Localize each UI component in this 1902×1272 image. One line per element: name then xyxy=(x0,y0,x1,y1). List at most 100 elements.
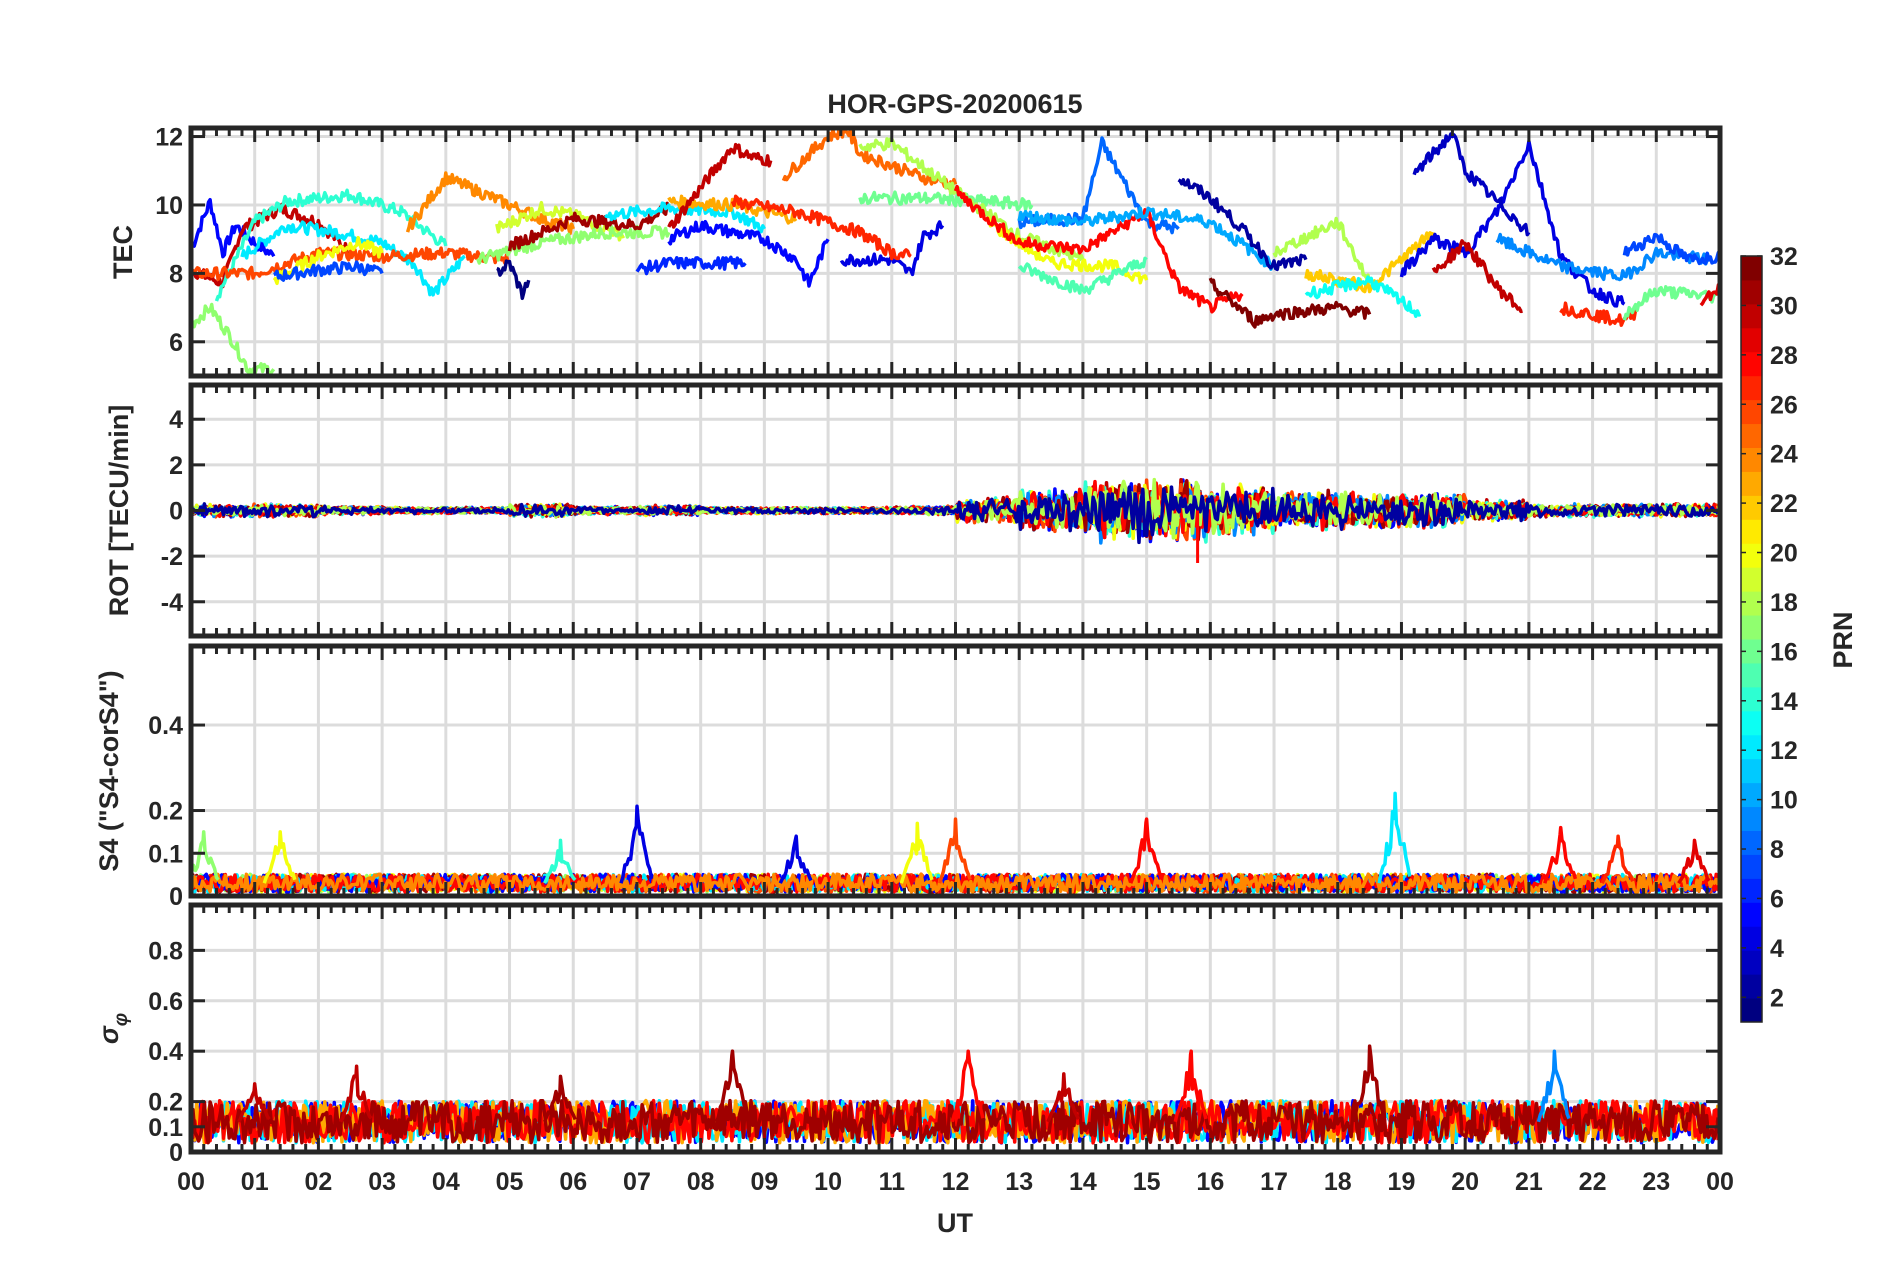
chart-title: HOR-GPS-20200615 xyxy=(827,89,1082,119)
series-group xyxy=(191,128,1720,376)
x-tick-label: 23 xyxy=(1642,1168,1670,1196)
sigma_phi-peak xyxy=(237,1082,271,1123)
colorbar-swatch xyxy=(1741,567,1762,592)
tec-series-prn-7 xyxy=(1622,232,1720,266)
y-tick-label: 10 xyxy=(155,192,183,220)
x-tick-label: 09 xyxy=(750,1168,778,1196)
x-tick-label: 00 xyxy=(1706,1168,1734,1196)
y-tick-label: 0 xyxy=(169,883,183,911)
x-tick-label: 04 xyxy=(432,1168,460,1196)
s4-peak xyxy=(543,838,577,884)
tec-series-prn-10 xyxy=(1017,206,1275,271)
x-tick-label: 15 xyxy=(1133,1168,1161,1196)
y-tick-label: 8 xyxy=(169,260,183,288)
tec-series-prn-15 xyxy=(1017,256,1148,295)
x-tick-label: 21 xyxy=(1515,1168,1543,1196)
colorbar-tick-label: 2 xyxy=(1770,984,1784,1012)
x-tick-label: 01 xyxy=(241,1168,269,1196)
colorbar-frame xyxy=(1740,255,1763,1023)
tec-series-prn-16 xyxy=(1622,285,1720,321)
colorbar-swatch xyxy=(1741,662,1762,688)
y-tick-label: 0 xyxy=(169,1139,183,1167)
x-tick-label: 07 xyxy=(623,1168,651,1196)
colorbar-swatch xyxy=(1741,256,1762,281)
colorbar-swatch xyxy=(1741,878,1762,903)
tec-series-prn-18 xyxy=(1272,216,1372,284)
y-tick-label: 0.6 xyxy=(148,988,183,1016)
y-axis-label: σφ xyxy=(94,1013,132,1044)
x-tick-label: 20 xyxy=(1451,1168,1479,1196)
colorbar-tick-label: 12 xyxy=(1770,737,1798,765)
colorbar-swatch xyxy=(1741,543,1762,568)
y-tick-label: 2 xyxy=(169,452,183,480)
colorbar-swatch xyxy=(1741,830,1762,855)
s4-peak xyxy=(1129,817,1163,884)
colorbar-tick-label: 18 xyxy=(1770,589,1798,617)
y-tick-label: 0.4 xyxy=(148,1038,183,1066)
y-tick-label: 0.8 xyxy=(148,937,183,965)
tec-series-prn-7 xyxy=(273,260,384,282)
y-tick-label: 0.2 xyxy=(148,1089,183,1117)
y-tick-label: 4 xyxy=(169,406,183,434)
tec-series-prn-17 xyxy=(191,302,276,376)
tec-series-prn-28 xyxy=(953,184,1244,314)
tec-series-prn-31 xyxy=(507,201,671,252)
tec-series-prn-22 xyxy=(1304,231,1435,294)
y-tick-label: 6 xyxy=(169,329,183,357)
tec-series-prn-12 xyxy=(240,220,466,297)
tec-series-prn-5 xyxy=(191,197,276,259)
colorbar-swatch xyxy=(1741,686,1762,712)
colorbar-swatch xyxy=(1741,758,1762,784)
colorbar-swatch xyxy=(1741,998,1762,1023)
colorbar-swatch xyxy=(1741,303,1762,329)
colorbar-tick-label: 8 xyxy=(1770,836,1784,864)
sigma_phi-peak xyxy=(1351,1044,1386,1123)
sigma_phi-peak xyxy=(1046,1072,1081,1123)
y-axis-label: ROT [TECU/min] xyxy=(104,405,134,616)
y-tick-label: 0 xyxy=(169,498,183,526)
colorbar-tick-label: 26 xyxy=(1770,391,1798,419)
sigma_phi-series-prn-31 xyxy=(191,1098,1720,1145)
series-group xyxy=(191,791,1720,894)
y-tick-label: 0.4 xyxy=(148,712,183,740)
colorbar-tick-label: 32 xyxy=(1770,243,1798,271)
tec-series-prn-2 xyxy=(1177,178,1308,272)
colorbar-swatch xyxy=(1741,351,1762,377)
sigma_phi-peak xyxy=(339,1064,373,1123)
y-axis-label: TEC xyxy=(108,225,138,279)
colorbar-swatch xyxy=(1741,902,1762,927)
tec-series-prn-30 xyxy=(667,142,773,229)
y-tick-label: 12 xyxy=(155,124,183,152)
tec-series-prn-27 xyxy=(730,194,912,261)
tec-series-prn-16 xyxy=(858,190,1034,212)
x-axis-label: UT xyxy=(937,1208,973,1238)
colorbar-swatch xyxy=(1741,471,1762,496)
sigma_phi-peak xyxy=(542,1074,577,1123)
panel-tec: 6 8 10 12 TEC xyxy=(108,124,1723,379)
s4-peak xyxy=(1600,834,1635,884)
s4-peak xyxy=(619,804,654,884)
tec-series-prn-1 xyxy=(496,259,531,301)
panel-s4: 0 0.1 0.2 0.4 xyxy=(148,643,1723,911)
x-tick-label: 00 xyxy=(177,1168,205,1196)
tec-series-prn-26 xyxy=(191,246,511,282)
colorbar-tick-label: 6 xyxy=(1770,885,1784,913)
s4-peak xyxy=(778,834,813,884)
series-group xyxy=(191,477,1720,563)
colorbar-swatch xyxy=(1741,950,1762,975)
s4-peak xyxy=(262,830,297,884)
colorbar-swatch xyxy=(1741,974,1762,999)
tec-series-prn-5 xyxy=(667,219,830,288)
colorbar-swatch xyxy=(1741,926,1762,951)
x-tick-label: 11 xyxy=(879,1168,906,1196)
colorbar-swatch xyxy=(1741,615,1762,640)
tec-series-prn-25 xyxy=(781,128,958,191)
s4-peak xyxy=(1677,838,1711,885)
colorbar-tick-label: 10 xyxy=(1770,787,1798,815)
sigma_phi-peak xyxy=(950,1049,985,1123)
colorbar-swatch xyxy=(1741,399,1762,425)
colorbar-tick-label: 16 xyxy=(1770,638,1798,666)
colorbar-swatch xyxy=(1741,639,1762,664)
s4-peak xyxy=(937,817,972,884)
